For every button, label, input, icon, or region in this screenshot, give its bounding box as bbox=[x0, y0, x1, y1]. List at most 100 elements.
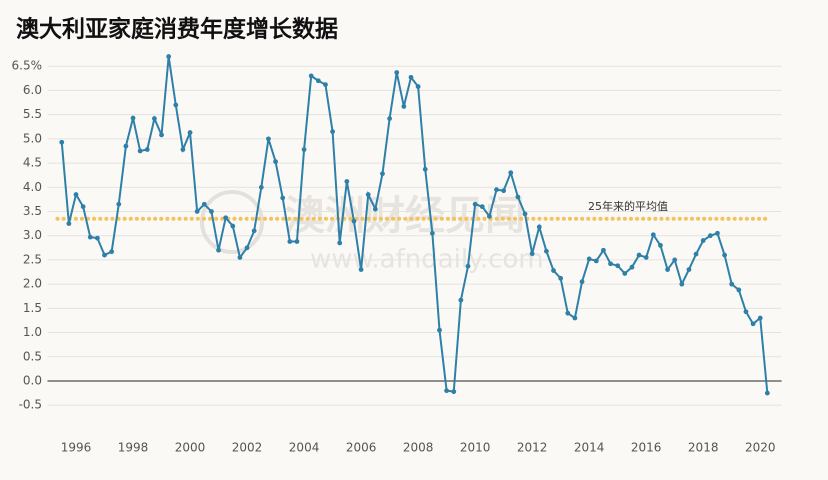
x-tick-label: 2008 bbox=[403, 441, 434, 455]
data-point bbox=[551, 268, 556, 273]
data-point bbox=[494, 187, 499, 193]
data-point bbox=[736, 287, 742, 293]
data-point bbox=[187, 130, 193, 135]
data-point bbox=[216, 247, 221, 253]
data-point bbox=[608, 261, 613, 267]
data-point bbox=[472, 201, 478, 207]
data-point bbox=[593, 258, 599, 264]
x-tick-label: 1998 bbox=[118, 441, 149, 455]
data-point bbox=[372, 206, 378, 212]
watermark-url: www.afndaily.com bbox=[310, 245, 544, 275]
data-point bbox=[558, 275, 564, 281]
data-point bbox=[209, 209, 214, 214]
y-tick-label: 2.0 bbox=[23, 277, 42, 291]
data-point bbox=[679, 281, 685, 287]
y-tick-label: 6.5% bbox=[12, 59, 43, 73]
x-tick-label: 2006 bbox=[346, 441, 377, 455]
data-point bbox=[479, 204, 485, 210]
data-point bbox=[294, 239, 300, 244]
data-point bbox=[764, 390, 770, 396]
data-point bbox=[280, 195, 286, 201]
data-point bbox=[351, 218, 357, 224]
y-tick-label: 4.5 bbox=[23, 156, 42, 170]
data-point bbox=[508, 170, 514, 176]
data-point bbox=[94, 235, 100, 241]
x-tick-label: 2010 bbox=[460, 441, 491, 455]
data-point bbox=[273, 159, 278, 165]
data-point bbox=[237, 255, 243, 260]
data-point bbox=[59, 139, 65, 145]
data-point bbox=[422, 166, 428, 172]
data-point bbox=[451, 389, 457, 395]
data-point bbox=[109, 249, 115, 255]
x-tick-label: 2014 bbox=[574, 441, 605, 455]
data-point bbox=[152, 116, 157, 121]
data-point bbox=[465, 263, 471, 269]
data-point bbox=[266, 136, 271, 142]
data-point bbox=[415, 84, 421, 89]
data-point bbox=[437, 327, 442, 333]
data-point bbox=[251, 228, 257, 234]
data-point bbox=[586, 256, 592, 262]
data-point bbox=[194, 209, 200, 214]
data-point bbox=[137, 148, 143, 154]
data-point bbox=[380, 171, 385, 177]
data-point bbox=[201, 201, 207, 207]
chart-title: 澳大利亚家庭消费年度增长数据 bbox=[16, 16, 338, 43]
watermark-text: 澳洲财经见闻 bbox=[285, 193, 525, 239]
data-point bbox=[629, 264, 635, 270]
data-point bbox=[166, 54, 172, 59]
data-point bbox=[358, 267, 364, 272]
data-point bbox=[159, 132, 164, 138]
data-point bbox=[515, 194, 521, 200]
data-point bbox=[230, 223, 236, 229]
data-point bbox=[180, 147, 186, 152]
data-point bbox=[615, 263, 621, 269]
x-tick-label: 2020 bbox=[745, 441, 776, 455]
data-point bbox=[686, 267, 692, 272]
data-point bbox=[223, 215, 229, 221]
y-tick-label: 0.5 bbox=[23, 349, 42, 363]
data-point bbox=[401, 104, 407, 109]
data-point bbox=[722, 252, 727, 258]
data-point bbox=[665, 267, 670, 272]
data-point bbox=[579, 279, 585, 285]
x-tick-label: 1996 bbox=[61, 441, 92, 455]
data-point bbox=[444, 388, 450, 394]
x-tick-label: 2004 bbox=[289, 441, 320, 455]
data-point bbox=[73, 192, 79, 197]
grid bbox=[47, 65, 782, 406]
x-tick-label: 2018 bbox=[688, 441, 719, 455]
y-tick-label: 3.5 bbox=[23, 204, 42, 218]
data-point bbox=[130, 115, 136, 121]
data-point bbox=[486, 213, 492, 219]
data-point bbox=[308, 73, 314, 79]
data-point bbox=[102, 252, 107, 258]
y-tick-label: 5.0 bbox=[23, 131, 42, 145]
x-tick-label: 2000 bbox=[175, 441, 206, 455]
y-tick-label: 5.5 bbox=[23, 107, 42, 121]
data-point bbox=[287, 239, 293, 244]
data-point bbox=[522, 211, 528, 217]
data-point bbox=[565, 310, 571, 316]
data-point bbox=[743, 309, 749, 315]
watermark: 澳洲财经见闻 www.afndaily.com bbox=[200, 190, 544, 275]
data-point bbox=[394, 70, 400, 75]
data-point bbox=[116, 201, 122, 207]
data-point bbox=[144, 147, 150, 152]
data-point bbox=[123, 143, 129, 149]
data-point bbox=[650, 232, 656, 238]
data-point bbox=[501, 188, 507, 194]
data-point bbox=[387, 116, 393, 121]
data-point bbox=[693, 251, 699, 257]
data-point bbox=[643, 255, 649, 260]
data-point bbox=[458, 297, 464, 303]
data-point bbox=[572, 315, 578, 321]
y-tick-label: 6.0 bbox=[23, 83, 42, 97]
x-tick-label: 2016 bbox=[631, 441, 662, 455]
data-point bbox=[750, 321, 756, 327]
data-point bbox=[80, 204, 86, 210]
y-tick-label: 4.0 bbox=[23, 180, 42, 194]
